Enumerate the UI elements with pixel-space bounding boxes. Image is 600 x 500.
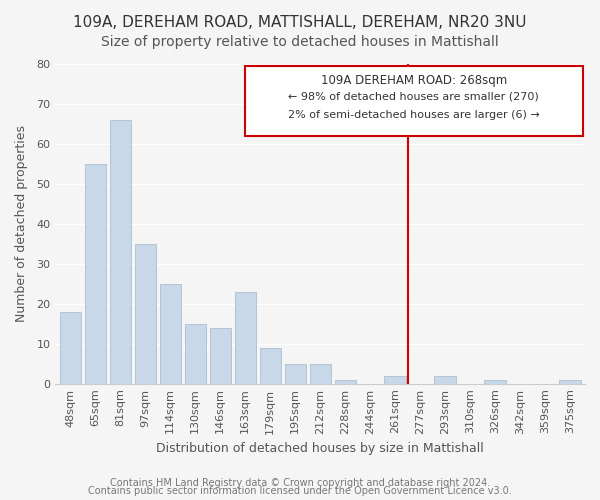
Bar [484,380,506,384]
Text: Contains public sector information licensed under the Open Government Licence v3: Contains public sector information licen… [88,486,512,496]
Text: ← 98% of detached houses are smaller (270): ← 98% of detached houses are smaller (27… [289,92,539,102]
Bar [85,164,106,384]
Bar [235,292,256,384]
Text: Size of property relative to detached houses in Mattishall: Size of property relative to detached ho… [101,35,499,49]
Bar [185,324,206,384]
X-axis label: Distribution of detached houses by size in Mattishall: Distribution of detached houses by size … [156,442,484,455]
Text: Contains HM Land Registry data © Crown copyright and database right 2024.: Contains HM Land Registry data © Crown c… [110,478,490,488]
Text: 109A, DEREHAM ROAD, MATTISHALL, DEREHAM, NR20 3NU: 109A, DEREHAM ROAD, MATTISHALL, DEREHAM,… [73,15,527,30]
FancyBboxPatch shape [245,66,583,136]
Bar [134,244,156,384]
Bar [260,348,281,384]
Bar [160,284,181,384]
Text: 109A DEREHAM ROAD: 268sqm: 109A DEREHAM ROAD: 268sqm [321,74,507,87]
Bar [284,364,306,384]
Bar [310,364,331,384]
Bar [59,312,81,384]
Bar [559,380,581,384]
Bar [209,328,231,384]
Bar [385,376,406,384]
Text: 2% of semi-detached houses are larger (6) →: 2% of semi-detached houses are larger (6… [288,110,540,120]
Bar [110,120,131,384]
Y-axis label: Number of detached properties: Number of detached properties [15,126,28,322]
Bar [434,376,456,384]
Bar [335,380,356,384]
